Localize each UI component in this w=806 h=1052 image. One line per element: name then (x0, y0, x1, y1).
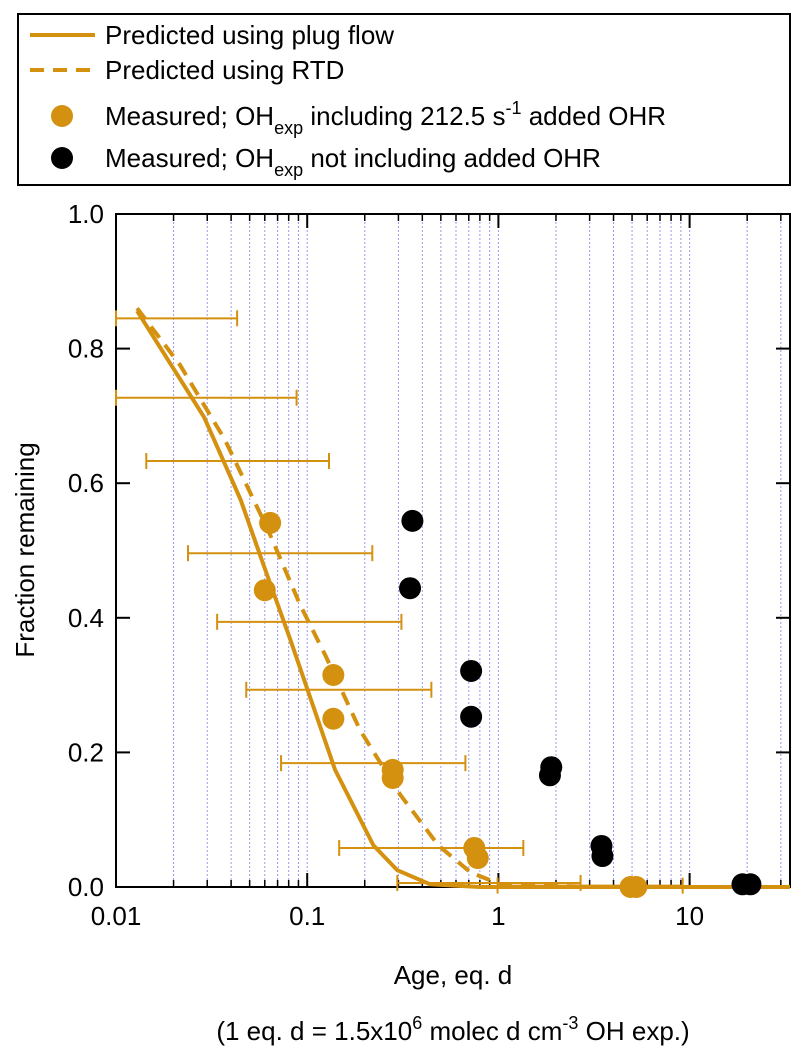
data-point (401, 509, 424, 532)
subscript: exp (274, 118, 303, 138)
data-point (538, 764, 561, 787)
x-tick-label: 0.01 (91, 901, 142, 931)
legend-marker (51, 105, 73, 127)
x-axis-label: Age, eq. d (394, 960, 513, 990)
text-run: Measured; OH (105, 143, 274, 173)
data-point (460, 705, 483, 728)
y-tick-label: 0.4 (68, 603, 104, 633)
data-point (259, 511, 282, 534)
text-run: molec d cm (422, 1016, 562, 1046)
text-run: OH exp.) (578, 1016, 689, 1046)
text-run: Predicted using RTD (105, 55, 344, 85)
y-tick-label: 0.2 (68, 737, 104, 767)
data-point (381, 766, 404, 789)
y-tick-label: 0.8 (68, 334, 104, 364)
data-point (466, 847, 489, 870)
series-line (135, 309, 790, 889)
data-point (322, 707, 345, 730)
error-bar (280, 755, 467, 772)
data-point (625, 876, 648, 898)
text-run: Measured; OH (105, 101, 274, 131)
subscript: exp (274, 160, 303, 180)
text-run: Predicted using plug flow (105, 20, 394, 50)
superscript: -1 (505, 98, 521, 118)
data-point (591, 845, 614, 868)
x-tick-label: 1 (491, 901, 505, 931)
data-point (399, 577, 422, 600)
text-run: added OHR (522, 101, 667, 131)
plot-frame (115, 213, 791, 888)
y-axis-label: Fraction remaining (10, 442, 40, 657)
error-bar (338, 839, 525, 856)
text-run: (1 eq. d = 1.5x10 (216, 1016, 412, 1046)
data-point (253, 579, 276, 602)
legend-marker (51, 147, 73, 169)
legend-label: Predicted using RTD (105, 55, 344, 85)
superscript: 6 (412, 1013, 422, 1033)
data-point (322, 664, 345, 687)
data-point (739, 873, 762, 896)
error-bar (216, 613, 403, 630)
legend-label: Predicted using plug flow (105, 20, 394, 50)
y-tick-label: 0.0 (68, 872, 104, 902)
error-bar (245, 681, 433, 698)
text-run: including 212.5 s (303, 101, 505, 131)
data-point (460, 659, 483, 682)
error-bar (115, 389, 298, 406)
legend-label: Measured; OHexp not including added OHR (105, 143, 601, 180)
y-tick-label: 1.0 (68, 199, 104, 229)
error-bar (115, 310, 239, 327)
error-bar (145, 452, 330, 469)
text-run: not including added OHR (303, 143, 601, 173)
superscript: -3 (562, 1013, 578, 1033)
legend-label: Measured; OHexp including 212.5 s-1 adde… (105, 98, 666, 138)
x-tick-label: 0.1 (289, 901, 325, 931)
series-line (135, 306, 790, 889)
legend-box (17, 13, 791, 186)
x-tick-label: 10 (675, 901, 704, 931)
y-tick-label: 0.6 (68, 468, 104, 498)
x-axis-note: (1 eq. d = 1.5x106 molec d cm-3 OH exp.) (216, 1013, 689, 1046)
